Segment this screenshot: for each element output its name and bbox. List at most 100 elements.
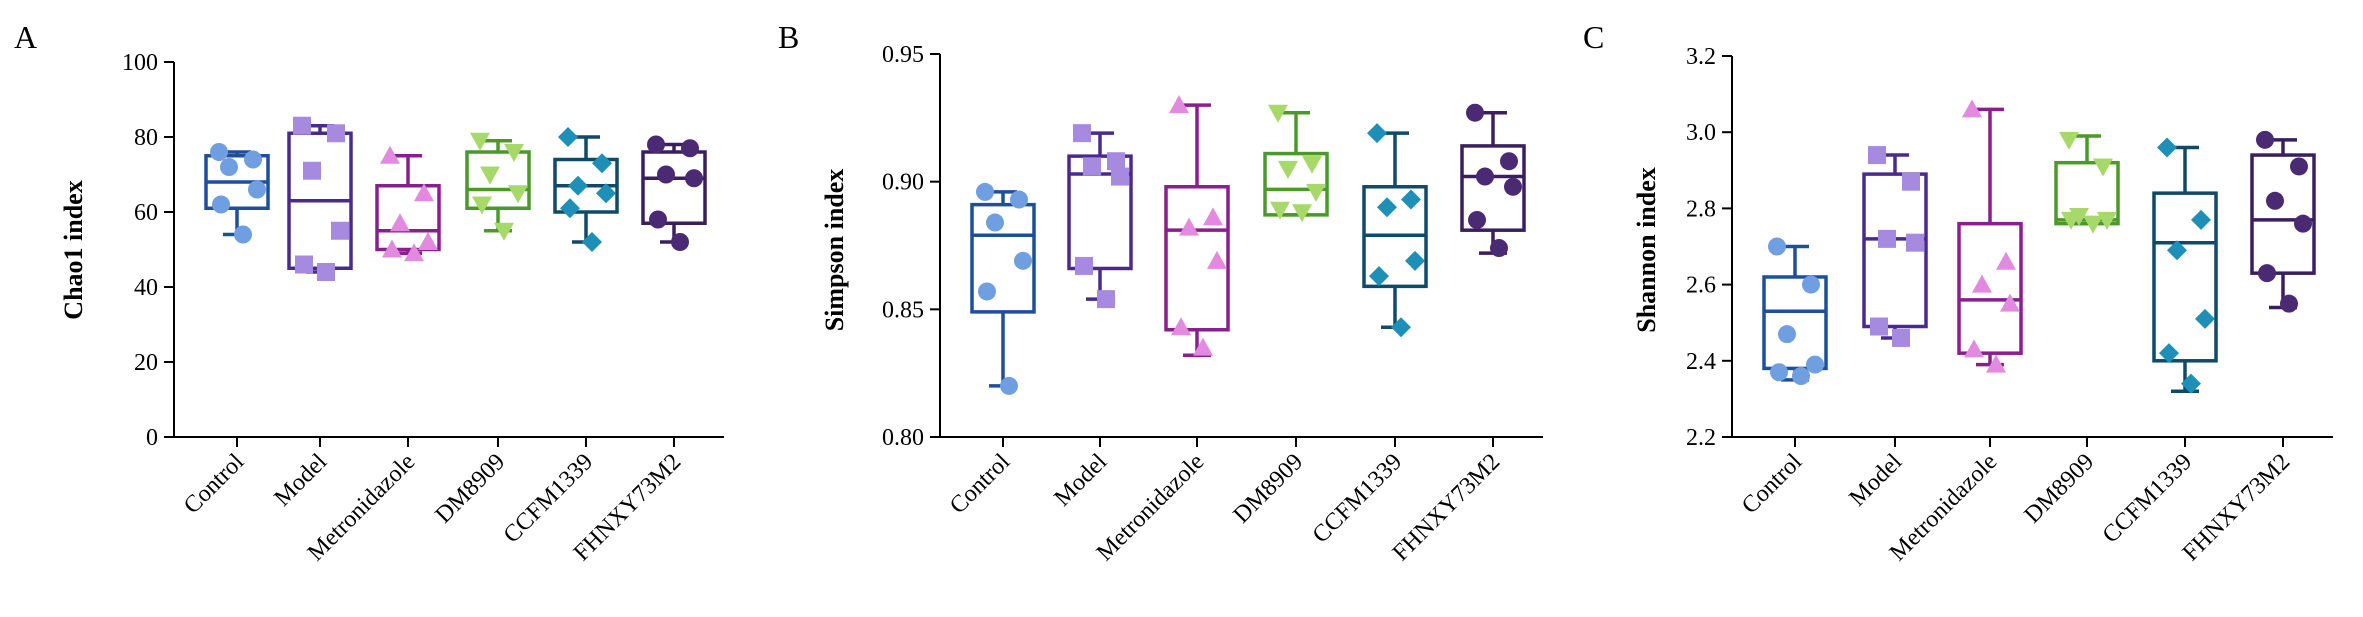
data-point (1107, 152, 1125, 171)
data-point (1278, 160, 1298, 179)
data-point (671, 233, 689, 251)
box-model (1067, 124, 1133, 309)
data-point (317, 263, 335, 281)
iqr-box (970, 202, 1036, 314)
data-point (293, 116, 311, 135)
iqr-box (1460, 144, 1526, 232)
data-point (2258, 264, 2276, 283)
data-point (418, 232, 438, 250)
iqr-box (641, 150, 707, 225)
data-point (212, 195, 230, 214)
x-tick-label: CCFM1339 (2098, 449, 2197, 548)
data-point (480, 166, 500, 185)
data-point (2157, 137, 2177, 158)
data-point (220, 158, 238, 176)
box-model (287, 116, 353, 281)
y-tick-label: 0.95 (882, 42, 924, 68)
data-point (1377, 197, 1397, 218)
data-point (560, 198, 580, 219)
panel-b: B Simpson index 0.80 0.85 0.90 0.95 Cont… (778, 19, 1543, 566)
data-point (685, 169, 703, 188)
data-point (390, 213, 410, 232)
y-tick-label: 80 (134, 125, 158, 151)
data-point (2159, 343, 2179, 364)
iqr-box (1762, 275, 1828, 371)
data-point (2181, 373, 2201, 394)
data-point (1996, 251, 2016, 270)
data-point (1369, 266, 1389, 287)
data-point (1203, 207, 1223, 226)
data-point (1207, 250, 1227, 269)
box-fhnxy73m2 (2250, 130, 2316, 313)
box-fhnxy73m2 (641, 135, 707, 251)
y-tick-label: 0 (146, 425, 158, 451)
data-point (558, 127, 578, 147)
data-point (2083, 215, 2103, 234)
x-tick-label: CCFM1339 (1308, 449, 1407, 548)
data-point (1802, 275, 1820, 294)
data-point (1171, 317, 1191, 336)
data-point (1401, 189, 1421, 210)
box-dm8909 (1263, 104, 1329, 223)
data-point (382, 239, 402, 258)
data-point (1490, 239, 1508, 258)
iqr-box (465, 150, 531, 210)
data-point (472, 196, 492, 215)
data-point (1302, 155, 1322, 174)
data-point (1405, 250, 1425, 271)
iqr-box (2054, 160, 2120, 226)
data-point (331, 221, 349, 240)
data-point (1500, 152, 1518, 171)
data-point (1868, 146, 1886, 165)
panel-label: C (1583, 19, 1604, 55)
x-tick-label: Control (1737, 449, 1807, 519)
data-point (1292, 204, 1312, 223)
data-point (295, 255, 313, 274)
data-point (1892, 328, 1910, 347)
iqr-box (1957, 221, 2023, 355)
data-point (1768, 237, 1786, 256)
data-point (244, 150, 262, 169)
data-point (404, 243, 424, 262)
iqr-box (1067, 154, 1133, 271)
data-point (1906, 233, 1924, 252)
box-metronidazole (1164, 95, 1230, 358)
data-point (1878, 229, 1896, 248)
data-point (1476, 167, 1494, 186)
iqr-box (1862, 172, 1928, 329)
data-point (470, 132, 490, 151)
box-ccfm1339 (553, 127, 619, 252)
data-point (1792, 367, 1810, 386)
y-tick-label: 3.2 (1686, 44, 1716, 70)
y-tick-label: 40 (134, 275, 158, 301)
iqr-box (375, 184, 441, 252)
data-point (303, 161, 321, 180)
iqr-box (2250, 153, 2316, 275)
data-point (2266, 191, 2284, 210)
data-point (1778, 325, 1796, 344)
y-axis-label: Simpson index (820, 169, 849, 332)
box-dm8909 (465, 132, 531, 241)
data-point (1986, 354, 2006, 373)
box-metronidazole (1957, 99, 2023, 373)
data-point (1466, 103, 1484, 122)
data-point (210, 143, 228, 161)
data-point (2294, 214, 2312, 233)
data-point (1193, 337, 1213, 356)
x-tick-label: DM8909 (431, 449, 511, 529)
box-fhnxy73m2 (1460, 103, 1526, 258)
data-point (1270, 201, 1290, 220)
data-point (681, 139, 699, 158)
data-point (1367, 123, 1387, 144)
data-point (1097, 290, 1115, 309)
box-metronidazole (375, 145, 441, 262)
x-tick-label: DM8909 (2020, 449, 2100, 529)
panel-label: A (14, 19, 37, 55)
panel-c: C Shannon index 2.2 2.4 2.6 2.8 3.0 3.2 … (1583, 19, 2333, 566)
data-point (657, 165, 675, 184)
y-tick-label: 2.4 (1686, 349, 1716, 375)
box-control (204, 143, 270, 244)
iqr-box (1263, 151, 1329, 217)
y-axis (930, 53, 1543, 447)
